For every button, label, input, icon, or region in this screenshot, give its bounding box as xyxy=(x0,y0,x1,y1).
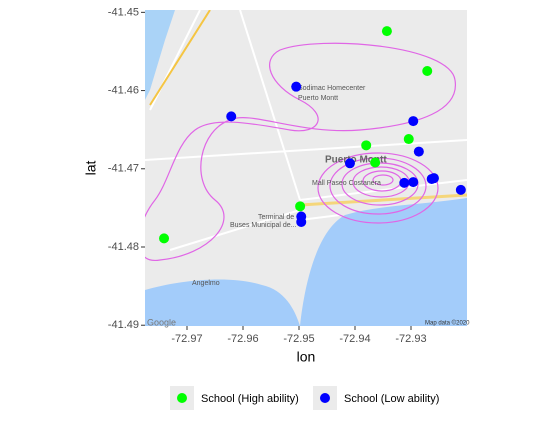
y-axis-title: lat xyxy=(83,161,99,176)
point xyxy=(159,233,170,244)
y-tick-label: -41.45 xyxy=(108,6,139,18)
point xyxy=(455,184,466,195)
map-label: Puerto Montt xyxy=(325,155,387,166)
point xyxy=(344,158,355,169)
map-label: Mall Paseo Costanera xyxy=(312,180,381,187)
point xyxy=(422,66,433,77)
legend-marker xyxy=(177,393,187,403)
point xyxy=(370,157,381,168)
point xyxy=(428,173,439,184)
point xyxy=(291,81,302,92)
point xyxy=(399,177,410,188)
legend-label: School (Low ability) xyxy=(344,393,439,405)
point xyxy=(408,177,419,188)
point xyxy=(381,26,392,37)
map-label: Sodimac Homecenter xyxy=(298,85,366,92)
x-axis-title: lon xyxy=(297,349,316,365)
y-tick-label: -41.48 xyxy=(108,241,139,253)
point xyxy=(295,201,306,212)
map-label: Terminal de xyxy=(258,214,294,221)
map-label: Puerto Montt xyxy=(298,95,338,102)
point xyxy=(403,134,414,145)
map-label: Buses Municipal de... xyxy=(230,222,297,229)
point xyxy=(408,116,419,127)
legend-label: School (High ability) xyxy=(201,393,299,405)
point xyxy=(296,216,307,227)
x-tick-label: -72.93 xyxy=(395,333,426,345)
map-label: Map data ©2020 xyxy=(425,320,470,327)
y-tick-label: -41.49 xyxy=(108,319,139,331)
point xyxy=(413,146,424,157)
legend-marker xyxy=(320,393,330,403)
point xyxy=(226,111,237,122)
y-tick-label: -41.46 xyxy=(108,84,139,96)
map-label: Angelmo xyxy=(192,280,220,287)
x-tick-label: -72.94 xyxy=(339,333,370,345)
y-tick-label: -41.47 xyxy=(108,163,139,175)
point xyxy=(361,140,372,151)
x-tick-label: -72.96 xyxy=(227,333,258,345)
x-tick-label: -72.95 xyxy=(283,333,314,345)
map-label: Google xyxy=(147,317,176,327)
x-tick-label: -72.97 xyxy=(171,333,202,345)
map-background xyxy=(145,10,467,326)
